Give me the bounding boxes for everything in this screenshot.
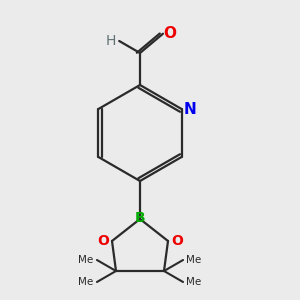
Text: N: N (183, 103, 196, 118)
Text: O: O (164, 26, 176, 41)
Text: O: O (171, 234, 183, 248)
Text: Me: Me (186, 277, 202, 287)
Text: B: B (135, 211, 145, 225)
Text: H: H (106, 34, 116, 48)
Text: Me: Me (186, 255, 202, 265)
Text: Me: Me (78, 277, 94, 287)
Text: Me: Me (78, 255, 94, 265)
Text: O: O (97, 234, 109, 248)
